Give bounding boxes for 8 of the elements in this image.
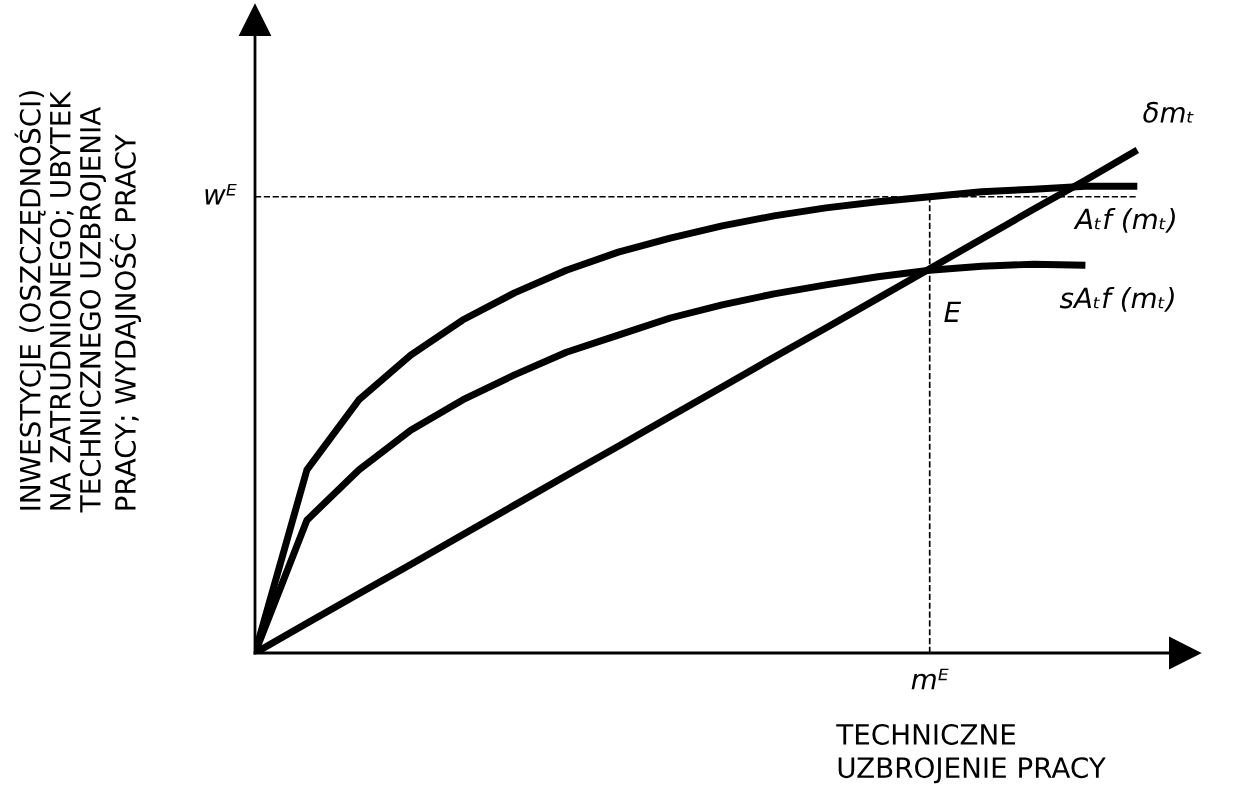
x-axis-title: TECHNICZNE UZBROJENIE PRACY (836, 723, 1106, 784)
ref-line-label: wᴱ (205, 184, 237, 205)
series-label: Aₜf (mₜ) (1073, 207, 1175, 233)
series-label: sAₜf (mₜ) (1059, 286, 1174, 312)
annotation: E (944, 301, 962, 322)
text: mᴱ (911, 668, 949, 690)
y-axis-title: INWESTYCJE (OSZCZĘDNOŚCI) NA ZATRUDNIONEGO; UBYTEK TECHNICZNEGO UZBROJENIA PRACY; WYDAJNOŚĆ PRACY (14, 90, 142, 513)
series-label: δmₜ (1143, 101, 1194, 123)
